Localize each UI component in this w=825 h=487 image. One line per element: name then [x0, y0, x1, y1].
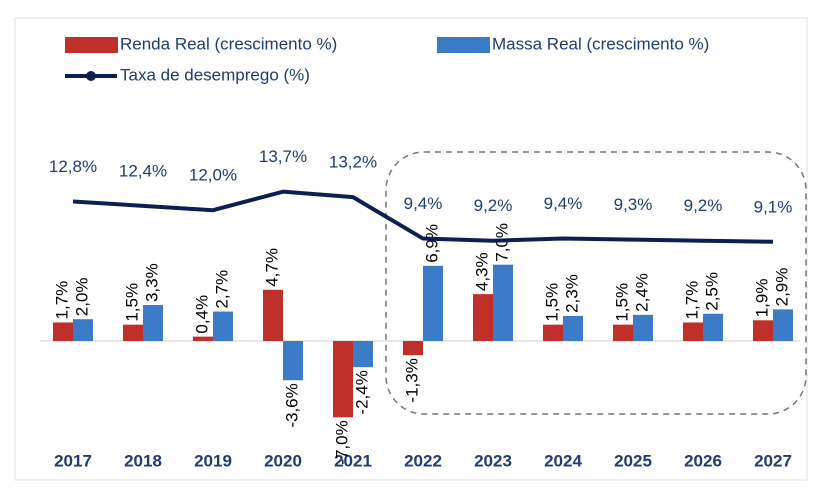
bar — [213, 311, 233, 341]
bar — [123, 324, 143, 341]
data-label: 9,2% — [474, 196, 513, 215]
bar — [403, 341, 423, 356]
data-label: 1,7% — [682, 281, 701, 320]
data-label: 2,5% — [702, 272, 721, 311]
data-label: -7,0% — [332, 420, 351, 464]
data-label: 9,2% — [684, 196, 723, 215]
data-label: 2,0% — [72, 277, 91, 316]
line — [72, 189, 774, 244]
data-label: 2,7% — [212, 270, 231, 309]
bar — [53, 322, 73, 341]
legend-label: Massa Real (crescimento %) — [492, 34, 709, 53]
x-tick-label: 2020 — [264, 451, 302, 470]
data-label: 13,7% — [259, 147, 307, 166]
data-label: 3,3% — [142, 263, 161, 302]
x-tick-label: 2017 — [54, 451, 92, 470]
bar — [283, 341, 303, 381]
bar — [143, 305, 163, 341]
x-tick-label: 2027 — [754, 451, 792, 470]
legend-label: Renda Real (crescimento %) — [120, 34, 337, 53]
bar — [563, 315, 583, 341]
legend-swatch — [437, 37, 490, 53]
data-label: 2,4% — [632, 273, 651, 312]
data-label: 2,9% — [772, 268, 791, 307]
bar — [423, 265, 443, 341]
legend-swatch — [65, 37, 118, 53]
forecast-box — [385, 151, 807, 415]
bar — [633, 314, 653, 341]
data-label: 9,4% — [404, 194, 443, 213]
bar — [473, 294, 493, 341]
bar — [333, 341, 353, 418]
x-tick-label: 2023 — [474, 451, 512, 470]
bar — [543, 324, 563, 341]
bar — [193, 336, 213, 341]
legend-label: Taxa de desemprego (%) — [120, 65, 310, 84]
data-label: 9,4% — [544, 194, 583, 213]
data-label: 1,9% — [752, 279, 771, 318]
data-label: 9,1% — [754, 197, 793, 216]
bar — [73, 319, 93, 341]
legend-marker — [86, 71, 96, 81]
data-label: 2,3% — [562, 274, 581, 313]
chart-frame — [14, 17, 808, 481]
data-label: -2,4% — [352, 370, 371, 414]
bar — [353, 341, 373, 368]
bar — [263, 289, 283, 341]
data-label: 1,5% — [542, 283, 561, 322]
data-label: 12,8% — [49, 157, 97, 176]
x-tick-label: 2025 — [614, 451, 652, 470]
data-label: 13,2% — [329, 153, 377, 172]
data-label: 1,5% — [612, 283, 631, 322]
bar — [753, 320, 773, 341]
data-label: 0,4% — [192, 295, 211, 334]
data-label: 9,3% — [614, 195, 653, 214]
data-label: 1,7% — [52, 281, 71, 320]
bar — [613, 324, 633, 341]
data-label: 4,3% — [472, 252, 491, 291]
data-label: -1,3% — [402, 358, 421, 402]
x-tick-label: 2026 — [684, 451, 722, 470]
data-label: 6,9% — [422, 224, 441, 263]
data-label: 12,4% — [119, 161, 167, 180]
data-label: -3,6% — [282, 383, 301, 427]
data-label: 12,0% — [189, 166, 237, 185]
bar — [773, 309, 793, 341]
bar — [703, 313, 723, 341]
x-tick-label: 2024 — [544, 451, 582, 470]
x-tick-label: 2018 — [124, 451, 162, 470]
x-tick-label: 2021 — [334, 451, 372, 470]
bar — [683, 322, 703, 341]
data-label: 4,7% — [262, 248, 281, 287]
x-tick-label: 2019 — [194, 451, 232, 470]
bar — [493, 264, 513, 341]
data-label: 1,5% — [122, 283, 141, 322]
x-tick-label: 2022 — [404, 451, 442, 470]
